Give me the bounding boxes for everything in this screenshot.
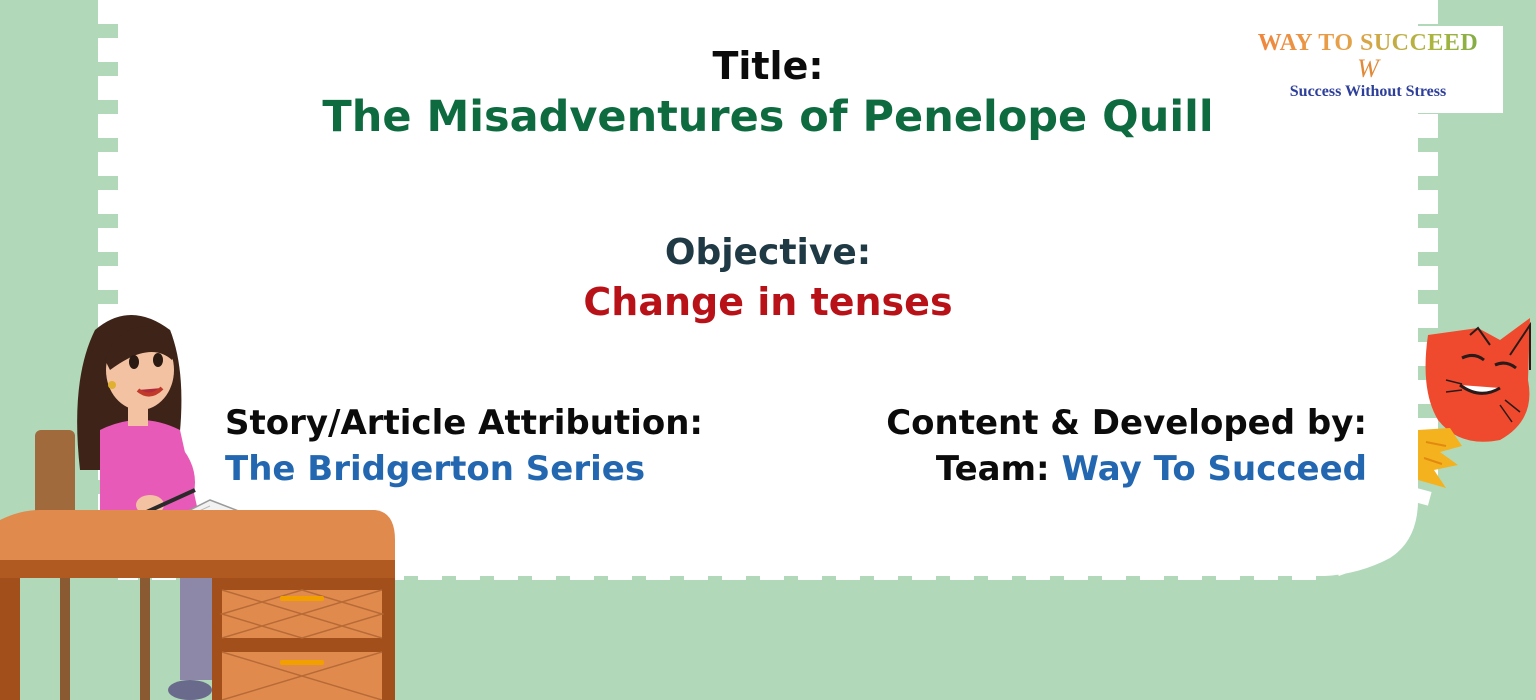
developer-block: Content & Developed by: Team: Way To Suc…: [886, 400, 1367, 492]
logo-mark: W: [1357, 54, 1379, 83]
story-title: The Misadventures of Penelope Quill: [322, 92, 1214, 142]
objective-value: Change in tenses: [583, 280, 953, 324]
developer-label: Content & Developed by:: [886, 403, 1367, 443]
attribution-label: Story/Article Attribution:: [225, 403, 703, 443]
team-name: Way To Succeed: [1061, 449, 1367, 489]
way-to-succeed-logo: WAY TO SUCCEED W Success Without Stress: [1233, 26, 1503, 113]
logo-tagline: Success Without Stress: [1289, 83, 1447, 100]
attribution-source: The Bridgerton Series: [225, 449, 646, 489]
attribution-block: Story/Article Attribution: The Bridgerto…: [225, 400, 703, 492]
objective-label: Objective:: [664, 232, 872, 273]
developer-team-line: Team: Way To Succeed: [886, 446, 1367, 492]
title-label: Title:: [712, 44, 824, 88]
logo-name: WAY TO SUCCEED: [1233, 30, 1503, 57]
team-prefix: Team:: [935, 449, 1050, 489]
